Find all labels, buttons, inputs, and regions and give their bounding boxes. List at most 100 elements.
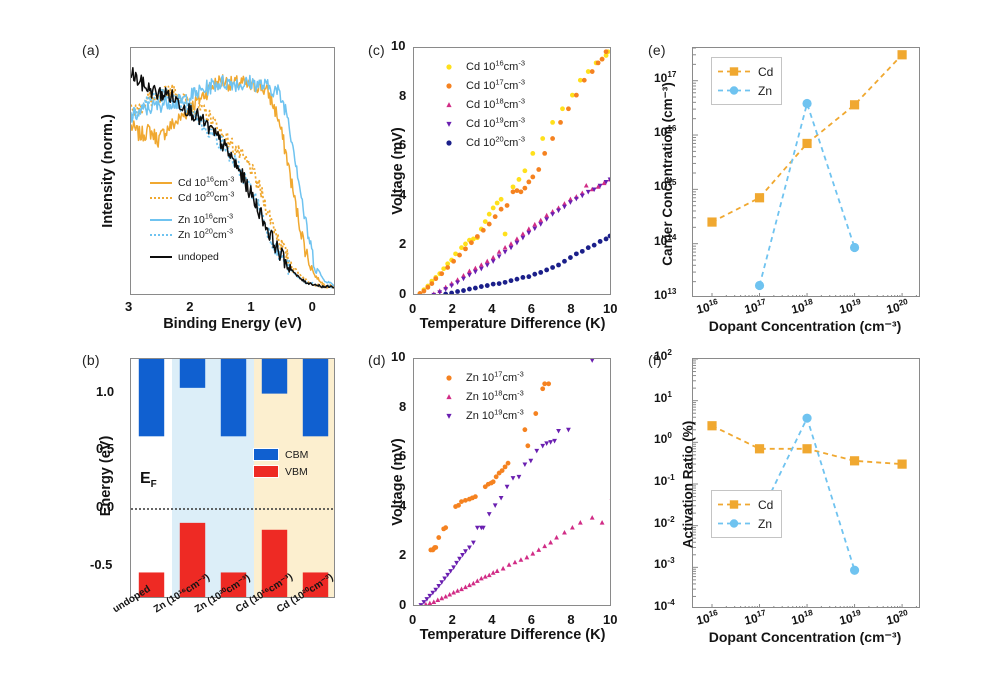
- data-point: [550, 265, 555, 270]
- vbm-bar: [220, 572, 247, 597]
- data-point: [599, 520, 605, 525]
- legend-item: Cd 1020cm-3: [440, 133, 525, 152]
- data-point: [540, 136, 546, 141]
- panel-d-xlabel: Temperature Difference (K): [419, 627, 606, 643]
- tick-label: 1014: [654, 232, 677, 248]
- data-point: [530, 174, 536, 180]
- data-point: [566, 427, 571, 433]
- tick-label: 1016: [695, 607, 719, 628]
- legend-label: Cd 1020cm-3: [466, 133, 525, 149]
- data-point: [498, 495, 504, 501]
- data-point: [499, 468, 505, 473]
- tick-label: 10-2: [654, 514, 675, 530]
- data-point: [446, 139, 452, 146]
- fermi-level-label: EF: [140, 470, 157, 490]
- data-point: [441, 266, 447, 272]
- data-point: [607, 177, 610, 183]
- panel-f-plot-area: [692, 358, 920, 608]
- tick-label: 1018: [790, 607, 814, 628]
- data-point: [707, 421, 717, 431]
- data-point: [514, 240, 520, 246]
- data-point: [456, 502, 461, 508]
- data-point: [522, 185, 528, 191]
- data-point: [546, 381, 552, 387]
- panel-e-ylabel: Carrier Concentration (cm⁻³): [660, 82, 675, 266]
- data-point: [573, 92, 579, 98]
- tick-label: 0: [399, 286, 407, 301]
- legend-item: Zn 1017cm-3: [440, 368, 524, 387]
- panel-f-tag: (f): [648, 352, 662, 368]
- data-point: [591, 187, 597, 192]
- tick-label: 1020: [885, 607, 909, 628]
- legend-label: Zn: [758, 516, 773, 531]
- data-point: [570, 92, 575, 98]
- tick-label: 8: [399, 398, 407, 414]
- data-point: [478, 266, 484, 272]
- legend-marker-swatch: [446, 101, 452, 107]
- data-point: [445, 261, 451, 267]
- tick-label: 10: [391, 38, 406, 53]
- data-point: [461, 288, 466, 293]
- data-point: [536, 547, 542, 552]
- data-point: [603, 53, 609, 58]
- data-point: [566, 106, 571, 112]
- data-point: [573, 251, 579, 257]
- vbm-bar: [179, 522, 206, 597]
- legend-label: VBM: [285, 465, 308, 478]
- data-point: [544, 441, 550, 446]
- data-point: [492, 503, 498, 508]
- data-point: [522, 168, 528, 174]
- data-point: [542, 543, 548, 549]
- data-point: [601, 180, 607, 186]
- data-point: [474, 525, 480, 531]
- data-point: [436, 535, 442, 540]
- data-point: [474, 578, 480, 583]
- data-point: [445, 572, 451, 578]
- data-point: [581, 77, 587, 83]
- panel-a-tag: (a): [82, 42, 100, 58]
- data-point: [603, 180, 609, 185]
- legend-item: Zn: [717, 514, 773, 533]
- data-point: [433, 545, 439, 550]
- data-point: [463, 246, 468, 252]
- panel-d-tag: (d): [368, 352, 386, 368]
- panel-f-ylabel: Activation Ratio (%): [680, 420, 696, 549]
- data-point: [496, 281, 502, 286]
- legend-label: Cd 1016cm-3: [466, 57, 525, 73]
- panel-d-legend: Zn 1017cm-3 Zn 1018cm-3 Zn 1019cm-3: [440, 368, 524, 425]
- legend-label: Zn: [758, 83, 773, 98]
- data-point: [729, 500, 739, 509]
- data-point: [457, 556, 462, 562]
- data-point: [439, 580, 445, 585]
- data-point: [459, 245, 464, 251]
- legend-label: Cd 1019cm-3: [466, 114, 525, 130]
- data-point: [486, 572, 492, 578]
- data-point: [454, 560, 459, 566]
- legend-label: undoped: [178, 250, 219, 263]
- data-point: [490, 259, 496, 264]
- data-point: [431, 599, 437, 604]
- series-line: [758, 100, 856, 286]
- vbm-bar: [261, 529, 288, 597]
- tick-label: 2: [448, 612, 456, 627]
- legend-line-swatch: [150, 181, 172, 184]
- data-point: [595, 60, 601, 66]
- data-point: [461, 276, 466, 282]
- data-point: [570, 525, 575, 530]
- tick-label: 2: [399, 547, 407, 563]
- panel-d-scatter: [418, 359, 610, 605]
- data-point: [597, 183, 603, 189]
- data-point: [459, 586, 464, 592]
- data-point: [544, 267, 550, 273]
- data-point: [802, 444, 812, 454]
- legend-label: Cd 1018cm-3: [466, 95, 525, 111]
- data-point: [429, 281, 435, 286]
- panel-e-tag: (e): [648, 42, 666, 58]
- data-point: [463, 584, 468, 590]
- data-point: [599, 56, 605, 62]
- data-point: [472, 494, 478, 500]
- data-point: [496, 254, 502, 259]
- tick-label: 3: [125, 299, 133, 314]
- data-point: [442, 576, 448, 582]
- legend-marker-swatch: [718, 500, 750, 509]
